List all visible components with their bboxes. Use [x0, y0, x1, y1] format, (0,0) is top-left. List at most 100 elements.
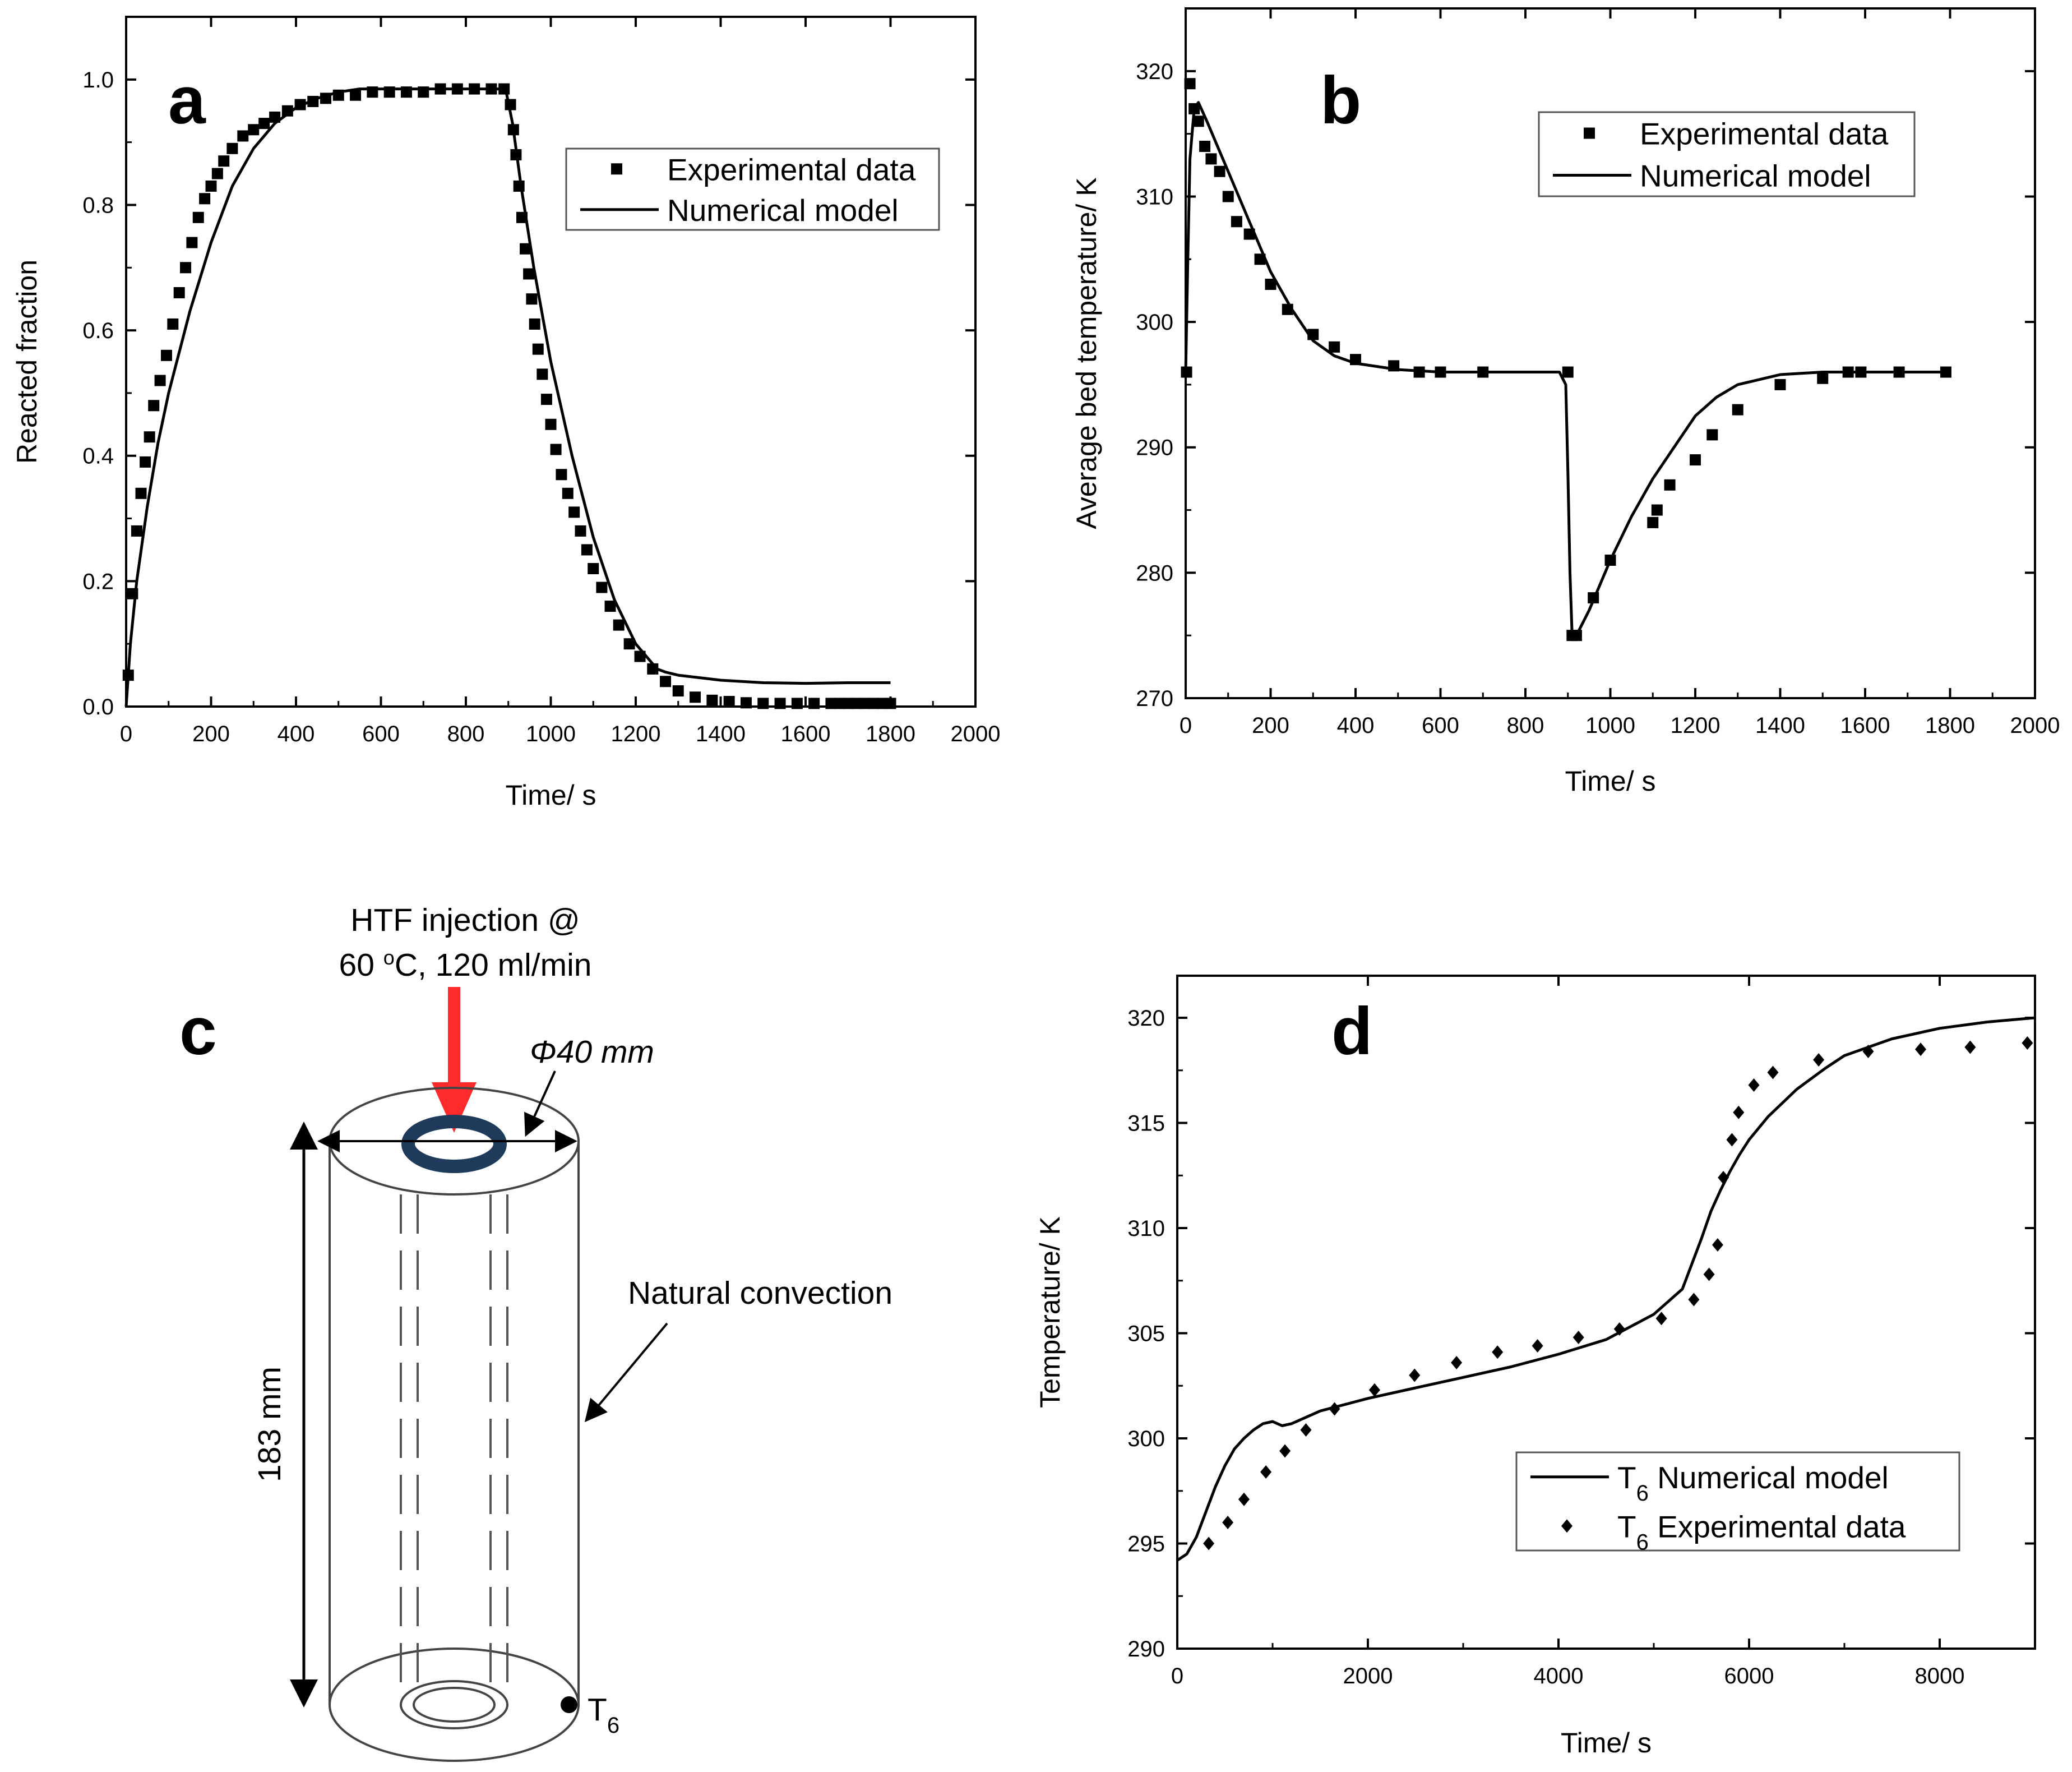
data-point-experimental: [1664, 479, 1676, 491]
data-point-experimental: [1748, 1078, 1760, 1092]
data-point-experimental: [868, 698, 880, 709]
panel-label-b: b: [1320, 63, 1361, 138]
y-tick-label: 310: [1136, 184, 1173, 209]
x-tick-label: 2000: [951, 722, 1001, 746]
data-point-experimental: [791, 698, 803, 709]
data-point-experimental: [568, 506, 580, 518]
data-point-experimental: [167, 318, 179, 330]
diameter-label: Φ40 mm: [530, 1034, 654, 1070]
data-point-experimental: [2022, 1036, 2033, 1050]
y-tick-label: 300: [1136, 310, 1173, 335]
data-point-experimental: [1647, 516, 1659, 528]
x-axis-label: Time/ s: [505, 779, 596, 811]
x-tick-label: 0: [1171, 1664, 1183, 1688]
legend-entry: Experimental data: [667, 152, 916, 187]
data-point-experimental: [1940, 366, 1951, 378]
x-tick-label: 8000: [1915, 1664, 1965, 1688]
data-point-experimental: [1703, 1267, 1715, 1281]
data-point-experimental: [135, 487, 147, 499]
data-point-experimental: [723, 696, 735, 708]
data-point-experimental: [1238, 1492, 1250, 1506]
x-tick-label: 800: [447, 722, 485, 746]
series-line-numerical-model: [1184, 101, 1946, 637]
data-point-experimental: [613, 619, 625, 631]
data-point-experimental: [1184, 78, 1196, 90]
data-point-experimental: [1718, 1171, 1729, 1184]
data-point-experimental: [1181, 366, 1192, 378]
data-point-experimental: [1451, 1356, 1463, 1369]
data-point-experimental: [1409, 1368, 1421, 1382]
data-point-experimental: [1690, 454, 1701, 466]
htf-ring-icon: [401, 1115, 507, 1173]
y-tick-label: 290: [1127, 1637, 1165, 1662]
data-point-experimental: [1774, 379, 1786, 390]
y-tick-label: 305: [1127, 1322, 1165, 1346]
convection-pointer-arrow: [584, 1322, 668, 1423]
data-point-experimental: [690, 691, 701, 703]
data-point-experimental: [1862, 1045, 1874, 1058]
y-tick-label: 0.0: [82, 695, 114, 719]
legend: Experimental data Numerical model: [1538, 111, 1916, 197]
x-tick-label: 200: [1252, 713, 1289, 738]
data-point-experimental: [237, 130, 249, 142]
x-tick-label: 0: [120, 722, 132, 746]
htf-injection-conditions: 60 oC, 120 ml/min: [339, 946, 592, 984]
data-point-experimental: [1368, 1383, 1380, 1397]
data-point-experimental: [350, 89, 362, 101]
data-point-experimental: [550, 444, 562, 455]
sensor-t6-dot: [561, 1696, 577, 1713]
y-axis-label: Average bed temperature/ K: [1071, 177, 1102, 529]
legend-entry: Numerical model: [667, 193, 899, 228]
data-point-experimental: [859, 698, 871, 709]
data-point-experimental: [154, 375, 166, 386]
data-point-experimental: [825, 698, 837, 709]
x-axis-label: Time/ s: [1561, 1727, 1652, 1759]
natural-convection-label: Natural convection: [628, 1275, 892, 1311]
cylinder-body: [329, 1087, 580, 1762]
data-point-experimental: [1651, 504, 1663, 516]
data-point-experimental: [258, 118, 270, 130]
data-point-experimental: [545, 418, 557, 430]
y-tick-label: 295: [1127, 1532, 1165, 1557]
data-point-experimental: [205, 180, 217, 192]
x-tick-label: 400: [1337, 713, 1375, 738]
data-point-experimental: [1329, 341, 1340, 353]
data-point-experimental: [757, 698, 769, 709]
legend-entry: Numerical model: [1640, 159, 1871, 193]
series-line-numerical-model: [124, 87, 891, 707]
data-point-experimental: [529, 318, 540, 330]
x-tick-label: 1000: [1585, 713, 1635, 738]
data-point-experimental: [562, 487, 574, 499]
data-point-experimental: [186, 237, 198, 248]
data-point-experimental: [218, 155, 230, 167]
legend-square-swatch: [1584, 127, 1595, 139]
data-point-experimental: [1329, 1402, 1340, 1416]
legend-box: [1515, 1451, 1960, 1552]
data-point-experimental: [1265, 279, 1276, 290]
data-point-experimental: [575, 525, 586, 537]
legend: Experimental data Numerical model: [565, 147, 940, 231]
x-tick-label: 1800: [1925, 713, 1975, 738]
x-tick-label: 6000: [1724, 1664, 1774, 1688]
data-point-experimental: [1222, 191, 1234, 202]
x-tick-label: 0: [1180, 713, 1192, 738]
x-tick-label: 4000: [1534, 1664, 1584, 1688]
data-point-experimental: [173, 287, 185, 298]
data-point-experimental: [140, 456, 151, 468]
y-tick-label: 315: [1127, 1111, 1165, 1136]
data-point-experimental: [160, 349, 172, 361]
data-point-experimental: [740, 697, 752, 709]
data-point-experimental: [523, 268, 535, 280]
data-point-experimental: [211, 168, 223, 179]
data-point-experimental: [1767, 1065, 1779, 1079]
x-tick-label: 1000: [526, 722, 576, 746]
data-point-experimental: [672, 685, 684, 697]
plot-frame: [1176, 975, 2036, 1650]
data-point-experimental: [199, 193, 211, 205]
data-point-experimental: [1572, 1331, 1584, 1344]
data-point-experimental: [1205, 153, 1217, 165]
y-tick-label: 320: [1127, 1006, 1165, 1031]
data-point-experimental: [556, 469, 567, 481]
